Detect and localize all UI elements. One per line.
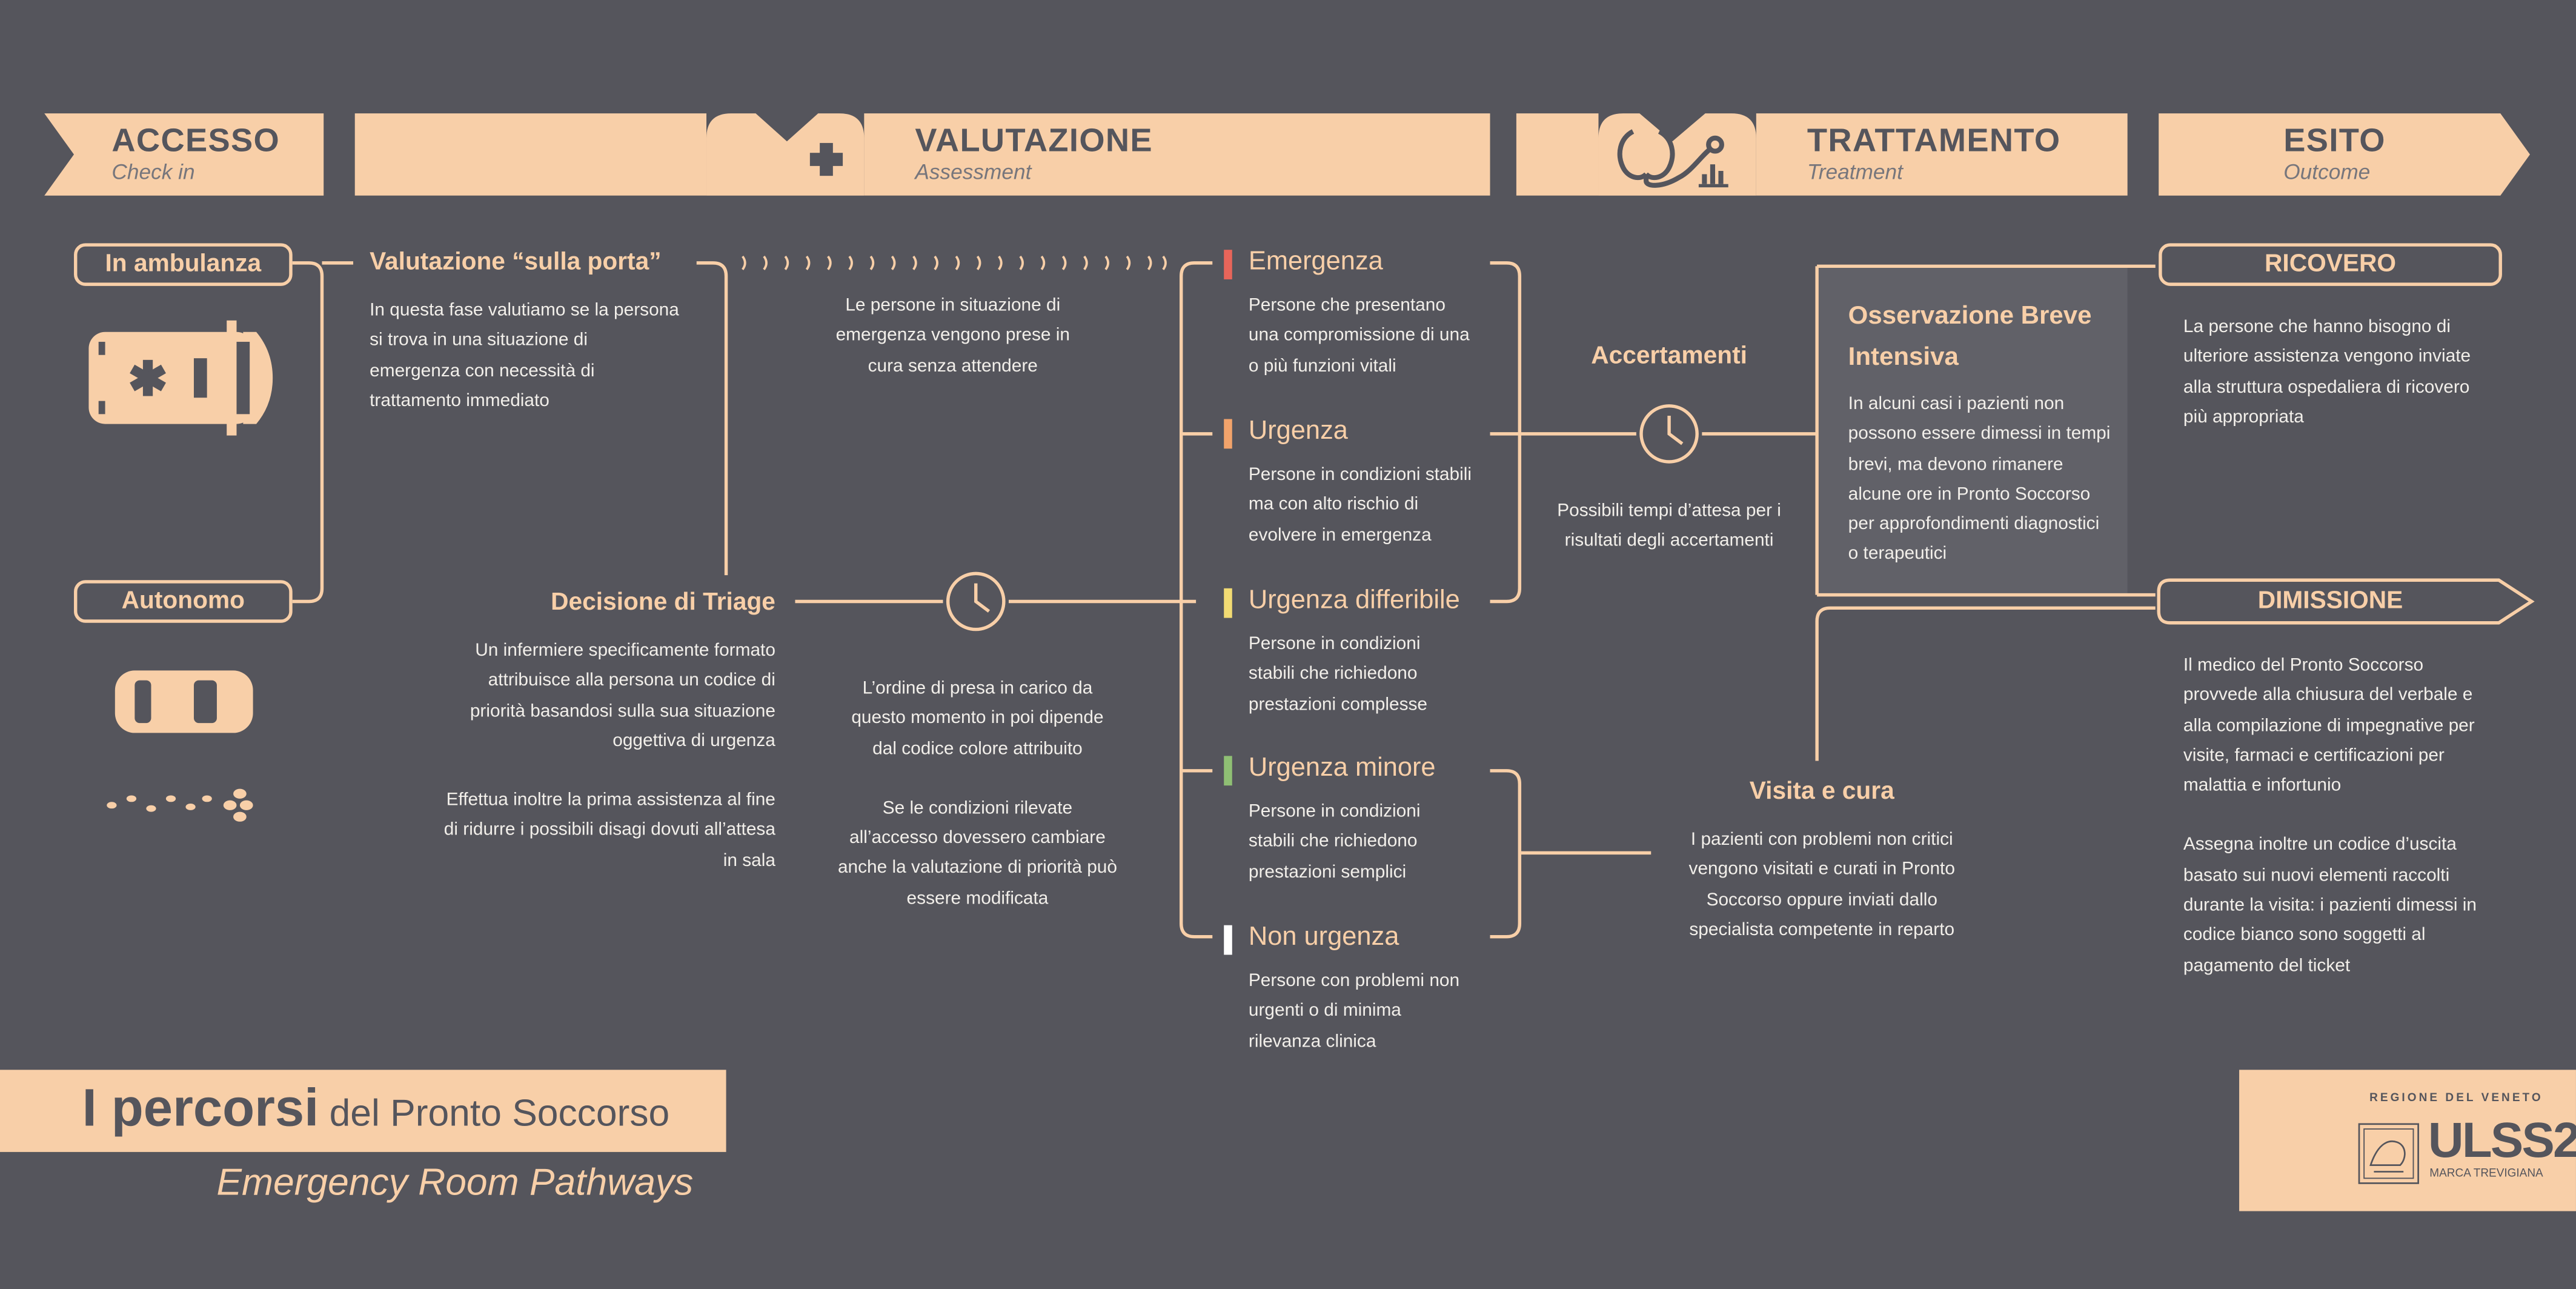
obi-section: Osservazione Breve Intensiva In alcuni c… [1848, 296, 2111, 570]
level-non-urgenza: Non urgenza Persone con problemi non urg… [1224, 922, 1487, 1056]
discharge-arrow-shape [2157, 578, 2535, 625]
ambulance-pill: In ambulanza [74, 243, 293, 286]
logo-name: ULSS2 [2428, 1114, 2576, 1169]
footsteps-icon [107, 788, 253, 822]
level-text: Persone in condizioni stabili ma con alt… [1248, 465, 1472, 545]
obi-title: Osservazione Breve Intensiva [1848, 302, 2092, 371]
level-text: Persone in condizioni stabili che richie… [1248, 634, 1428, 714]
logo-region: REGIONE DEL VENETO [2369, 1093, 2543, 1105]
stage-esito: ESITO Outcome [2283, 123, 2386, 184]
visit-section: Visita e cura I pazienti con problemi no… [1667, 776, 1976, 945]
level-color-bar [1224, 925, 1232, 955]
level-text: Persone in condizioni stabili che richie… [1248, 802, 1421, 882]
door-title: Valutazione “sulla porta” [370, 248, 662, 276]
level-name: Urgenza differibile [1248, 587, 1460, 615]
triage-title: Decisione di Triage [551, 588, 775, 616]
stage-trattamento: TRATTAMENTO Treatment [1807, 123, 2061, 184]
triage-section: Decisione di Triage Un infermiere specif… [443, 587, 775, 876]
autonomous-pill: Autonomo [74, 580, 293, 623]
triage-text-2: Effettua inoltre la prima assistenza al … [443, 790, 775, 871]
stage-subtitle: Outcome [2283, 159, 2371, 184]
footer-title-rest: del Pronto Soccorso [319, 1091, 670, 1134]
stage-valutazione: VALUTAZIONE Assessment [915, 123, 1153, 184]
stage-accesso: ACCESSO Check in [111, 123, 280, 184]
obi-text: In alcuni casi i pazienti non possono es… [1848, 394, 2111, 565]
door-text: In questa fase valutiamo se la persona s… [370, 301, 679, 411]
order-section: L’ordine di presa in carico da questo mo… [838, 674, 1117, 914]
visit-title: Visita e cura [1749, 777, 1894, 805]
immediate-care-text: Le persone in situazione di emergenza ve… [835, 296, 1070, 376]
discharge-section: Il medico del Pronto Soccorso provvede a… [2183, 651, 2499, 981]
admission-text: La persone che hanno bisogno di ulterior… [2183, 317, 2471, 427]
level-color-bar [1224, 588, 1232, 618]
discharge-text-2: Assegna inoltre un codice d’uscita basat… [2183, 835, 2477, 976]
stage-subtitle: Check in [111, 159, 195, 184]
footer-title: I percorsi del Pronto Soccorso [82, 1074, 670, 1151]
level-name: Non urgenza [1248, 923, 1399, 952]
stage-title: VALUTAZIONE [915, 123, 1153, 160]
level-name: Urgenza minore [1248, 754, 1436, 782]
tests-text: Possibili tempi d’attesa per i risultati… [1557, 501, 1781, 551]
footer-title-bold: I percorsi [82, 1077, 319, 1137]
stage-title: ACCESSO [111, 123, 281, 160]
stage-subtitle: Assessment [915, 159, 1032, 184]
regional-seal-icon [2358, 1123, 2419, 1184]
level-color-bar [1224, 250, 1232, 279]
visit-text: I pazienti con problemi non critici veng… [1688, 830, 1955, 940]
level-name: Urgenza [1248, 417, 1348, 445]
logo-sub: MARCA TREVIGIANA [2429, 1168, 2543, 1181]
stage-subtitle: Treatment [1807, 159, 1903, 184]
level-urgenza: Urgenza Persone in condizioni stabili ma… [1224, 416, 1487, 550]
level-text: Persone che presentano una compromission… [1248, 296, 1470, 376]
order-text-1: L’ordine di presa in carico da questo mo… [851, 678, 1104, 759]
discharge-text-1: Il medico del Pronto Soccorso provvede a… [2183, 655, 2475, 796]
tests-title: Accertamenti [1591, 342, 1747, 370]
triage-text-1: Un infermiere specificamente formato att… [470, 641, 775, 751]
order-text-2: Se le condizioni rilevate all’accesso do… [837, 798, 1117, 908]
level-emergenza: Emergenza Persone che presentano una com… [1224, 247, 1487, 381]
level-text: Persone con problemi non urgenti o di mi… [1248, 971, 1460, 1051]
stage-title: ESITO [2283, 123, 2386, 160]
stage-title: TRATTAMENTO [1807, 123, 2061, 160]
discharge-pill: DIMISSIONE [2257, 587, 2403, 615]
stethoscope-icon [1617, 129, 1728, 188]
door-assessment: Valutazione “sulla porta” In questa fase… [370, 247, 714, 416]
medical-cross-icon [809, 142, 843, 176]
car-icon [115, 670, 253, 733]
level-urgenza-minore: Urgenza minore Persone in condizioni sta… [1224, 753, 1487, 887]
level-color-bar [1224, 419, 1232, 449]
level-color-bar [1224, 756, 1232, 786]
level-urgenza-differibile: Urgenza differibile Persone in condizion… [1224, 585, 1487, 719]
level-name: Emergenza [1248, 248, 1383, 276]
footer-subtitle: Emergency Room Pathways [216, 1160, 694, 1203]
ambulance-icon [88, 320, 273, 436]
admission-pill: RICOVERO [2159, 243, 2502, 286]
